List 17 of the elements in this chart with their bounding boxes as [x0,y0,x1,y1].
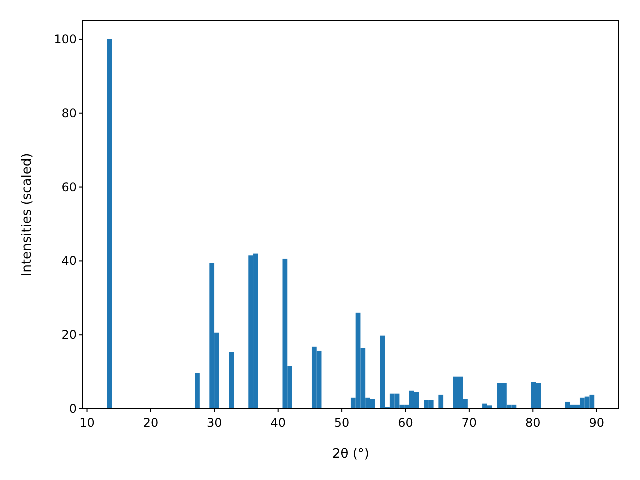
x-axis-title: 2θ (°) [332,447,370,462]
x-tick-label: 60 [398,416,414,430]
y-tick-label: 60 [62,180,77,194]
y-axis-title: Intensities (scaled) [20,153,35,277]
x-tick-label: 40 [270,416,286,430]
x-tick-label: 20 [143,416,159,430]
x-tick-label: 30 [207,416,222,430]
y-tick-label: 0 [69,402,77,416]
y-tick-label: 40 [62,254,77,268]
y-tick-label: 20 [62,328,77,342]
x-tick-label: 70 [462,416,478,430]
x-tick-label: 80 [525,416,541,430]
y-tick-label: 100 [54,32,77,46]
x-tick-label: 90 [589,416,604,430]
x-tick-label: 10 [80,416,95,430]
x-tick-label: 50 [334,416,350,430]
y-tick-label: 80 [62,106,77,120]
